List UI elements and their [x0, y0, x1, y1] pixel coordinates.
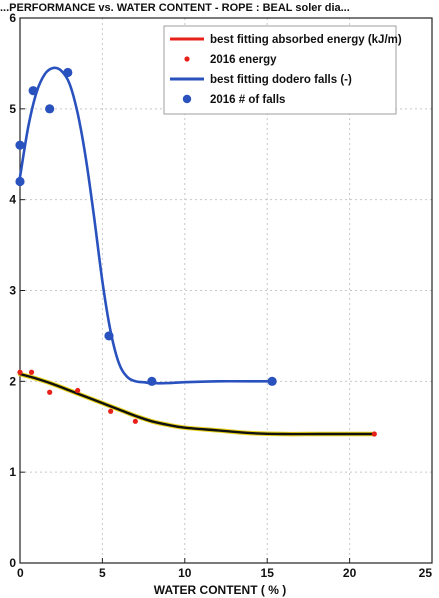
chart-title: ...PERFORMANCE vs. WATER CONTENT - ROPE … — [0, 2, 350, 14]
legend-energy-fit: best fitting absorbed energy (kJ/m) — [170, 34, 402, 46]
falls-point — [104, 331, 114, 341]
legend-marker-swatch — [182, 94, 192, 104]
energy-point — [28, 369, 35, 375]
y-tick-label: 1 — [9, 465, 16, 479]
energy-fit-line — [18, 372, 376, 436]
legend-falls-points: 2016 # of falls — [182, 94, 285, 106]
legend-box — [163, 25, 397, 115]
legend: best fitting absorbed energy (kJ/m) 2016 … — [163, 25, 402, 115]
energy-point — [47, 389, 53, 395]
falls-point — [28, 86, 38, 96]
x-tick-label: 25 — [419, 566, 433, 580]
series-layer — [15, 66, 377, 437]
x-tick-label: 0 — [17, 566, 24, 580]
x-tick-label: 20 — [343, 566, 357, 580]
axis-ticks: 0 5 10 15 20 25 0 1 2 3 4 5 6 — [9, 11, 433, 580]
x-tick-label: 5 — [99, 566, 106, 580]
legend-marker-swatch — [184, 56, 190, 62]
falls-point — [147, 376, 157, 386]
falls-point — [45, 104, 55, 114]
energy-point — [371, 431, 377, 437]
legend-label: 2016 energy — [210, 54, 277, 66]
y-tick-label: 6 — [9, 11, 16, 25]
y-tick-label: 3 — [9, 284, 16, 298]
x-axis-title: WATER CONTENT ( % ) — [154, 583, 286, 597]
falls-point — [267, 376, 277, 386]
energy-point — [132, 418, 138, 424]
y-tick-label: 0 — [9, 556, 16, 570]
x-tick-label: 15 — [261, 566, 275, 580]
falls-point — [63, 67, 73, 78]
x-tick-label: 10 — [178, 566, 192, 580]
y-tick-label: 4 — [9, 193, 16, 207]
energy-point — [75, 387, 81, 394]
legend-falls-fit: best fitting dodero falls (-) — [170, 74, 352, 86]
legend-label: best fitting absorbed energy (kJ/m) — [210, 34, 402, 46]
falls-point — [15, 176, 25, 187]
falls-point — [15, 140, 25, 150]
y-tick-label: 5 — [9, 102, 16, 116]
energy-point — [108, 408, 114, 414]
legend-label: best fitting dodero falls (-) — [210, 74, 352, 86]
legend-energy-points: 2016 energy — [184, 54, 277, 66]
y-tick-label: 2 — [9, 374, 16, 388]
legend-label: 2016 # of falls — [210, 94, 285, 106]
energy-point — [17, 369, 23, 375]
falls-fit-line — [18, 66, 274, 385]
